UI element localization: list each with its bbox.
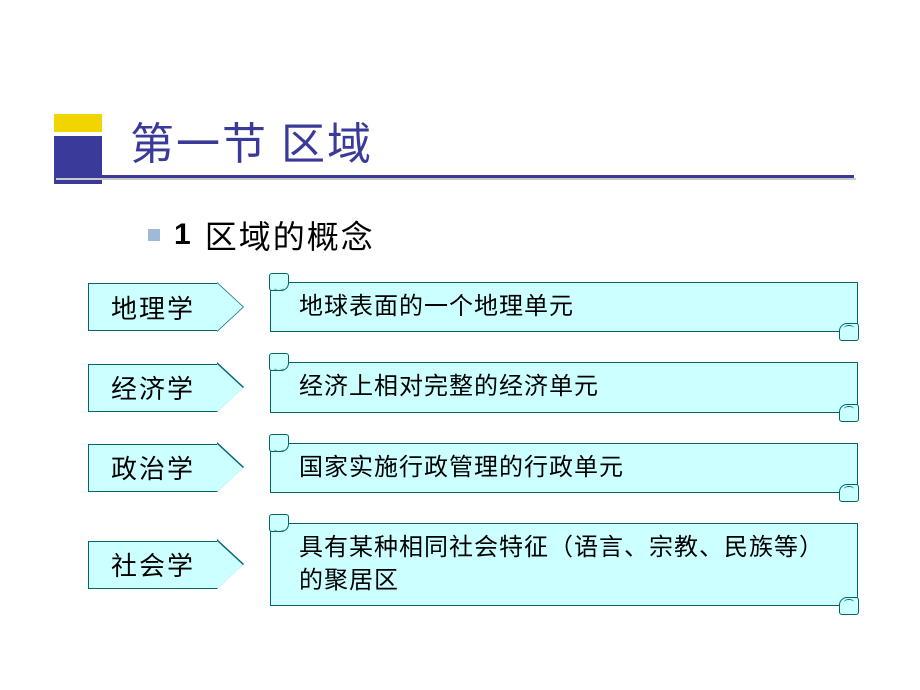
concept-row: 社会学 具有某种相同社会特征（语言、宗教、民族等）的聚居区	[88, 523, 858, 606]
subtitle-text: 区域的概念	[205, 212, 375, 258]
definition-text: 国家实施行政管理的行政单元	[271, 444, 652, 492]
subtitle-row: 1 区域的概念	[148, 212, 375, 258]
label-text: 经济学	[111, 369, 195, 406]
definition-text: 经济上相对完整的经济单元	[271, 363, 627, 411]
label-arrow-box: 社会学	[88, 541, 244, 589]
scroll-curl-icon	[839, 404, 859, 422]
scroll-curl-icon	[269, 434, 289, 452]
slide: 第一节 区域 1 区域的概念 地理学 地球表面的一个地理单元 经济学	[0, 0, 920, 690]
slide-title: 第一节 区域	[130, 108, 373, 172]
scroll-curl-icon	[839, 597, 859, 615]
title-underline-shadow	[56, 178, 856, 180]
definition-scroll: 经济上相对完整的经济单元	[270, 362, 858, 412]
scroll-curl-icon	[839, 484, 859, 502]
label-arrow-box: 经济学	[88, 364, 244, 412]
definition-scroll: 国家实施行政管理的行政单元	[270, 443, 858, 493]
scroll-curl-icon	[269, 353, 289, 371]
scroll-curl-icon	[269, 514, 289, 532]
label-arrow-box: 地理学	[88, 283, 244, 331]
concept-rows: 地理学 地球表面的一个地理单元 经济学 经济上相对完整的经济单元	[88, 282, 858, 636]
scroll-curl-icon	[269, 273, 289, 291]
title-decoration	[54, 114, 102, 192]
deco-yellow-bar	[54, 114, 102, 132]
concept-row: 政治学 国家实施行政管理的行政单元	[88, 443, 858, 493]
concept-row: 经济学 经济上相对完整的经济单元	[88, 362, 858, 412]
concept-row: 地理学 地球表面的一个地理单元	[88, 282, 858, 332]
scroll-curl-icon	[839, 323, 859, 341]
label-arrow-box: 政治学	[88, 444, 244, 492]
definition-scroll: 具有某种相同社会特征（语言、宗教、民族等）的聚居区	[270, 523, 858, 606]
bullet-square-icon	[148, 229, 160, 241]
label-text: 地理学	[111, 289, 195, 326]
label-text: 政治学	[111, 449, 195, 486]
definition-text: 地球表面的一个地理单元	[271, 283, 602, 331]
definition-text: 具有某种相同社会特征（语言、宗教、民族等）的聚居区	[271, 524, 857, 605]
subtitle-number: 1	[174, 218, 191, 252]
definition-scroll: 地球表面的一个地理单元	[270, 282, 858, 332]
label-text: 社会学	[111, 546, 195, 583]
